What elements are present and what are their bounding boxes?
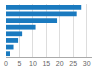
- svg-text:25: 25: [69, 60, 77, 67]
- svg-text:5: 5: [17, 60, 21, 67]
- svg-text:20: 20: [56, 60, 64, 67]
- svg-text:15: 15: [42, 60, 50, 67]
- svg-text:0: 0: [4, 60, 8, 67]
- svg-text:10: 10: [29, 60, 37, 67]
- svg-text:30: 30: [83, 60, 91, 67]
